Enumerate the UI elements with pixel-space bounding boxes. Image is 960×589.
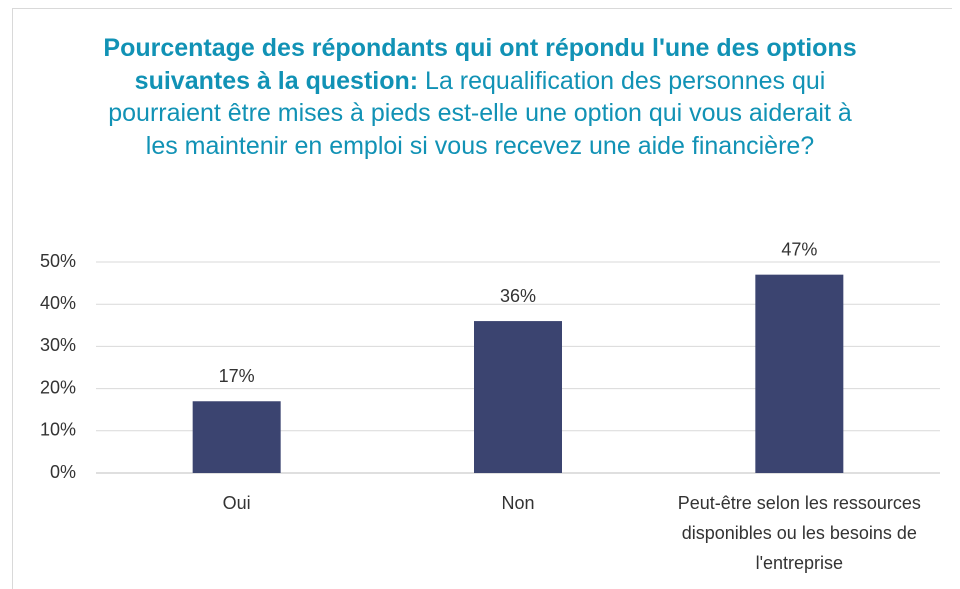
x-tick-label: Peut-être selon les ressources disponibl… bbox=[677, 493, 921, 573]
bar bbox=[755, 274, 844, 473]
bar bbox=[474, 321, 562, 473]
y-tick-label: 50% bbox=[40, 251, 76, 271]
bar bbox=[192, 401, 281, 473]
y-tick-label: 10% bbox=[40, 420, 76, 440]
title-lead: Pourcentage des répondants qui ont répon… bbox=[103, 34, 857, 95]
y-tick-label: 0% bbox=[50, 462, 76, 482]
chart-title: Pourcentage des répondants qui ont répon… bbox=[100, 32, 860, 162]
data-label: 17% bbox=[219, 366, 255, 386]
title-text: La requalification des personnes qui pou… bbox=[108, 66, 852, 160]
x-tick-label: Oui bbox=[222, 493, 251, 513]
y-tick-label: 40% bbox=[40, 293, 76, 313]
y-tick-label: 20% bbox=[40, 377, 76, 397]
x-tick-label: Non bbox=[501, 493, 535, 513]
data-label: 36% bbox=[500, 286, 536, 306]
data-label: 47% bbox=[781, 239, 817, 259]
card-border bbox=[12, 8, 952, 589]
y-tick-label: 30% bbox=[40, 335, 76, 355]
